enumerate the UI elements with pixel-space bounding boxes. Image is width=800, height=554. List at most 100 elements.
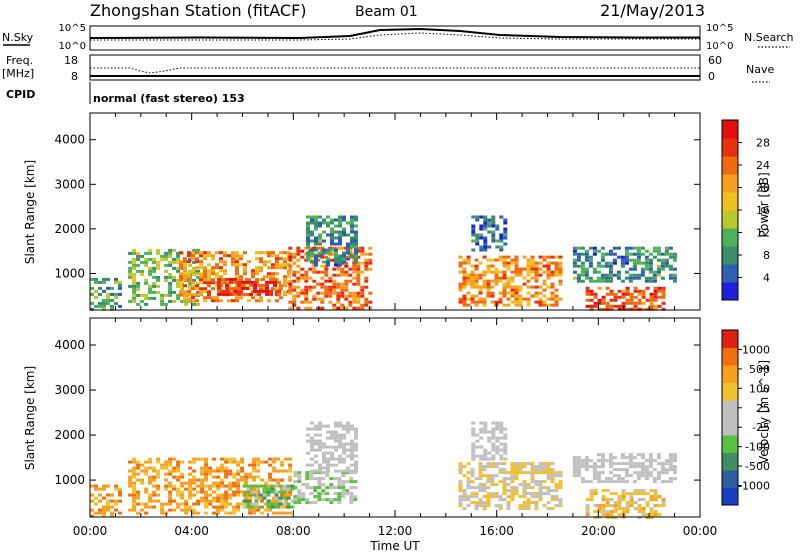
velocity-gate — [597, 504, 602, 508]
power-gate — [471, 233, 476, 237]
velocity-gate — [200, 469, 205, 473]
power-gate — [629, 292, 634, 296]
power-gate — [308, 306, 313, 310]
power-gate — [273, 280, 278, 284]
power-gate — [580, 279, 585, 283]
power-gate — [183, 275, 187, 279]
velocity-gate — [188, 505, 193, 509]
velocity-gate — [266, 502, 271, 506]
velocity-gate — [466, 477, 471, 481]
power-gate — [550, 285, 555, 289]
power-gate — [348, 294, 353, 298]
power-gate — [474, 267, 479, 271]
velocity-gate — [322, 442, 326, 446]
velocity-gate — [272, 511, 277, 515]
velocity-gate — [510, 498, 515, 502]
velocity-gate — [482, 486, 487, 490]
power-gate — [275, 287, 279, 291]
velocity-gate — [264, 508, 269, 512]
power-gate — [183, 269, 187, 273]
velocity-gate — [282, 496, 287, 500]
power-gate — [482, 279, 487, 283]
power-gate — [550, 291, 555, 295]
power-gate — [621, 295, 626, 299]
power-gate — [526, 273, 531, 277]
power-gate — [588, 276, 593, 280]
power-gate — [526, 285, 531, 289]
power-gate — [168, 272, 173, 276]
power-gate — [203, 257, 207, 261]
velocity-gate — [232, 508, 237, 512]
power-gate — [203, 290, 207, 294]
power-gate — [364, 276, 369, 280]
velocity-gate — [462, 507, 467, 511]
velocity-gate — [314, 433, 318, 437]
power-gate — [223, 263, 227, 267]
power-gate — [340, 288, 345, 292]
power-gate — [502, 276, 507, 280]
power-gate — [306, 230, 310, 234]
velocity-gate — [338, 454, 342, 458]
power-gate — [546, 270, 551, 274]
power-gate — [296, 252, 301, 256]
power-gate — [156, 290, 161, 294]
velocity-gate — [128, 475, 133, 479]
velocity-gate — [329, 498, 334, 502]
power-gate — [275, 266, 279, 270]
velocity-gate — [305, 498, 310, 502]
velocity-gate — [204, 511, 209, 515]
freq-left-tick-top: 18 — [64, 54, 78, 67]
velocity-gate — [474, 495, 479, 499]
power-gate — [310, 218, 314, 222]
power-gate — [183, 278, 187, 282]
power-gate — [589, 289, 594, 293]
power-gate — [491, 239, 496, 243]
velocity-gate — [608, 453, 613, 457]
velocity-gate — [644, 471, 649, 475]
velocity-gate — [636, 471, 641, 475]
velocity-gate — [132, 505, 137, 509]
power-gate — [156, 260, 161, 264]
velocity-gate — [314, 469, 318, 473]
velocity-gate — [184, 481, 189, 485]
velocity-gate — [160, 511, 165, 515]
velocity-gate — [660, 462, 665, 466]
velocity-gate — [471, 445, 476, 449]
power-gate — [217, 280, 222, 284]
power-gate — [279, 251, 283, 255]
velocity-gate — [542, 462, 547, 466]
power-gate — [187, 293, 191, 297]
power-gate — [605, 301, 610, 305]
power-gate — [632, 264, 637, 268]
power-gate — [510, 276, 515, 280]
velocity-gate — [608, 456, 613, 460]
velocity-gate — [498, 468, 503, 472]
power-gate — [588, 279, 593, 283]
power-gate — [475, 215, 480, 219]
power-gate — [495, 239, 500, 243]
velocity-gate — [322, 454, 326, 458]
power-gate — [510, 279, 515, 283]
velocity-gate — [337, 498, 342, 502]
velocity-gate — [270, 502, 275, 506]
velocity-gate — [534, 495, 539, 499]
velocity-gate — [314, 427, 318, 431]
velocity-gate — [297, 471, 302, 475]
power-gate — [148, 290, 153, 294]
velocity-gate — [168, 481, 173, 485]
power-gate — [644, 276, 649, 280]
velocity-gate — [94, 502, 98, 506]
power-gate — [257, 283, 262, 287]
power-gate — [308, 258, 313, 262]
velocity-gate — [152, 484, 157, 488]
velocity-gate — [342, 436, 346, 440]
velocity-gate — [188, 496, 193, 500]
power-gate — [300, 249, 305, 253]
power-gate — [462, 267, 467, 271]
power-gate — [572, 252, 577, 256]
power-gate — [653, 298, 658, 302]
power-gate — [354, 251, 358, 255]
power-gate — [318, 254, 322, 258]
power-gate — [495, 227, 500, 231]
velocity-gate — [224, 475, 229, 479]
